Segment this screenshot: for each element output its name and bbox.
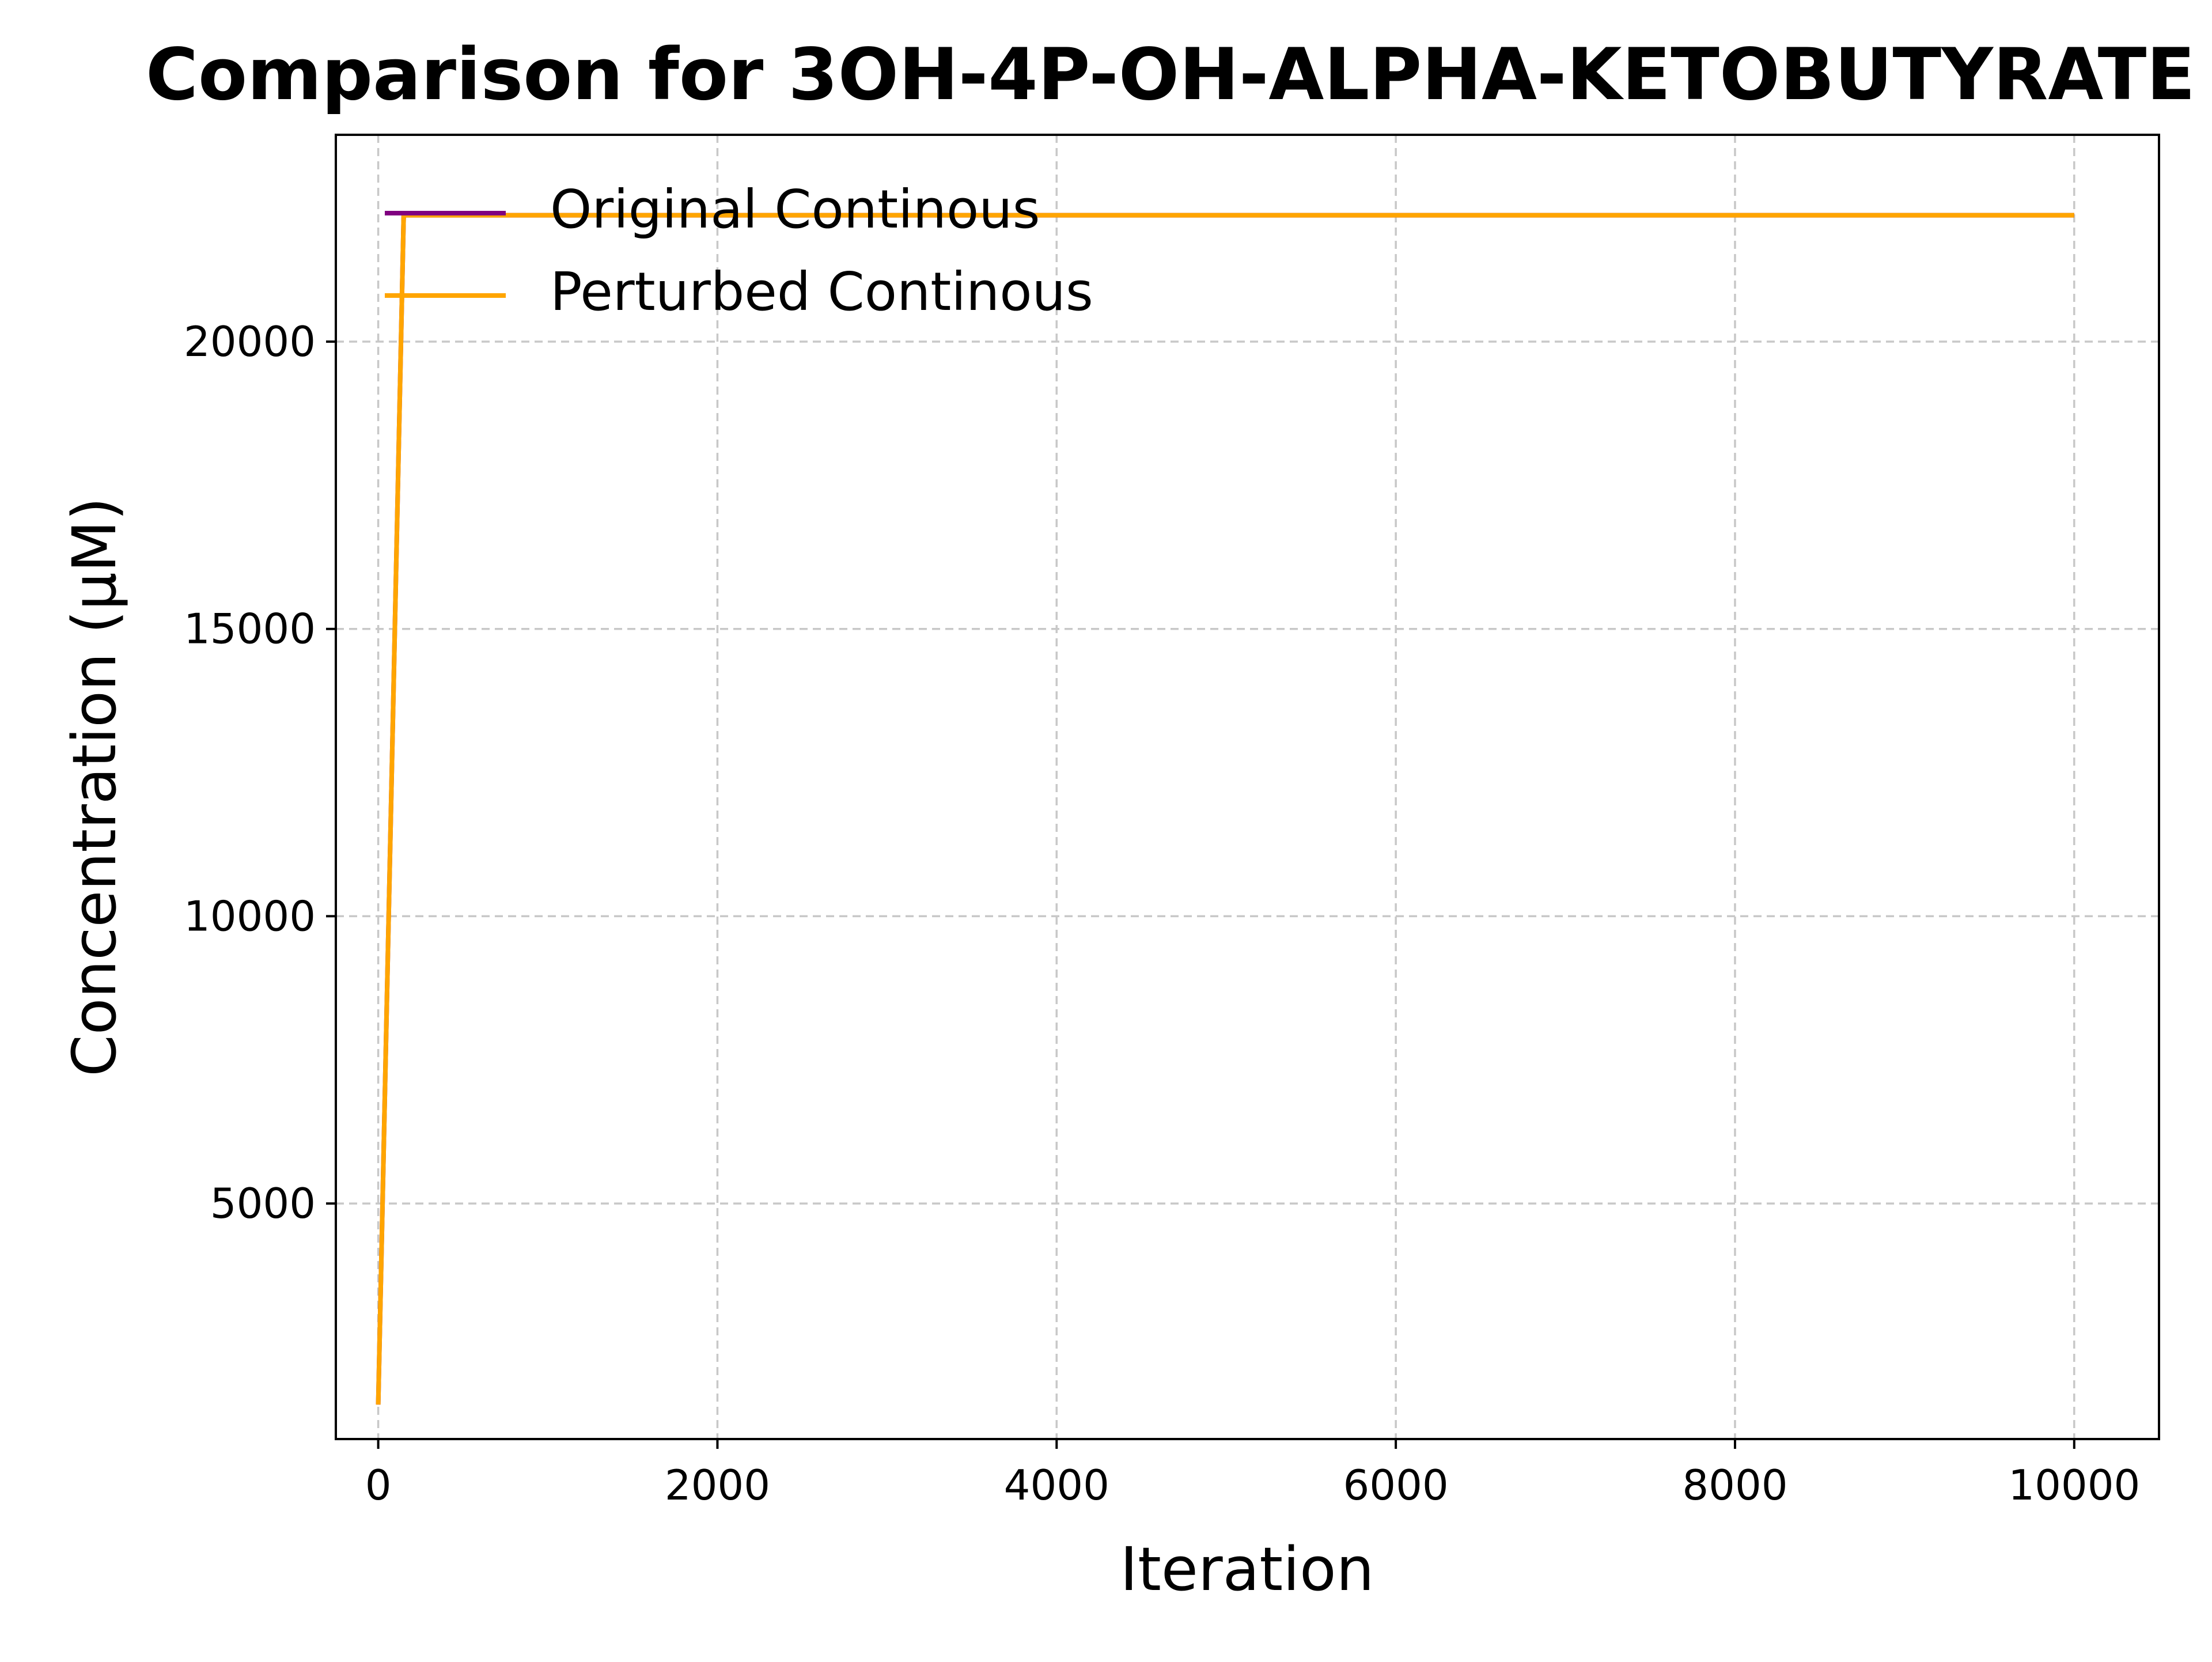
x-tick-label: 4000 (1004, 1461, 1109, 1509)
legend-label-perturbed: Perturbed Continous (550, 261, 1093, 323)
legend: Original Continous Perturbed Continous (385, 179, 1093, 323)
x-tick-label: 6000 (1343, 1461, 1448, 1509)
x-tick-label: 2000 (665, 1461, 770, 1509)
x-tick-label: 8000 (1682, 1461, 1787, 1509)
x-tick-label: 0 (365, 1461, 392, 1509)
y-axis-label: Concentration (μM) (59, 497, 130, 1077)
legend-label-original: Original Continous (550, 179, 1040, 240)
chart-title: Comparison for 3OH-4P-OH-ALPHA-KETOBUTYR… (146, 33, 2195, 116)
y-tick-label: 5000 (210, 1179, 316, 1228)
y-tick-label: 20000 (184, 317, 316, 366)
y-tick-label: 10000 (184, 892, 316, 940)
y-tick-label: 15000 (184, 605, 316, 653)
x-tick-label: 10000 (2008, 1461, 2140, 1509)
x-axis-label: Iteration (1120, 1534, 1374, 1604)
axes-frame (335, 134, 2160, 1440)
